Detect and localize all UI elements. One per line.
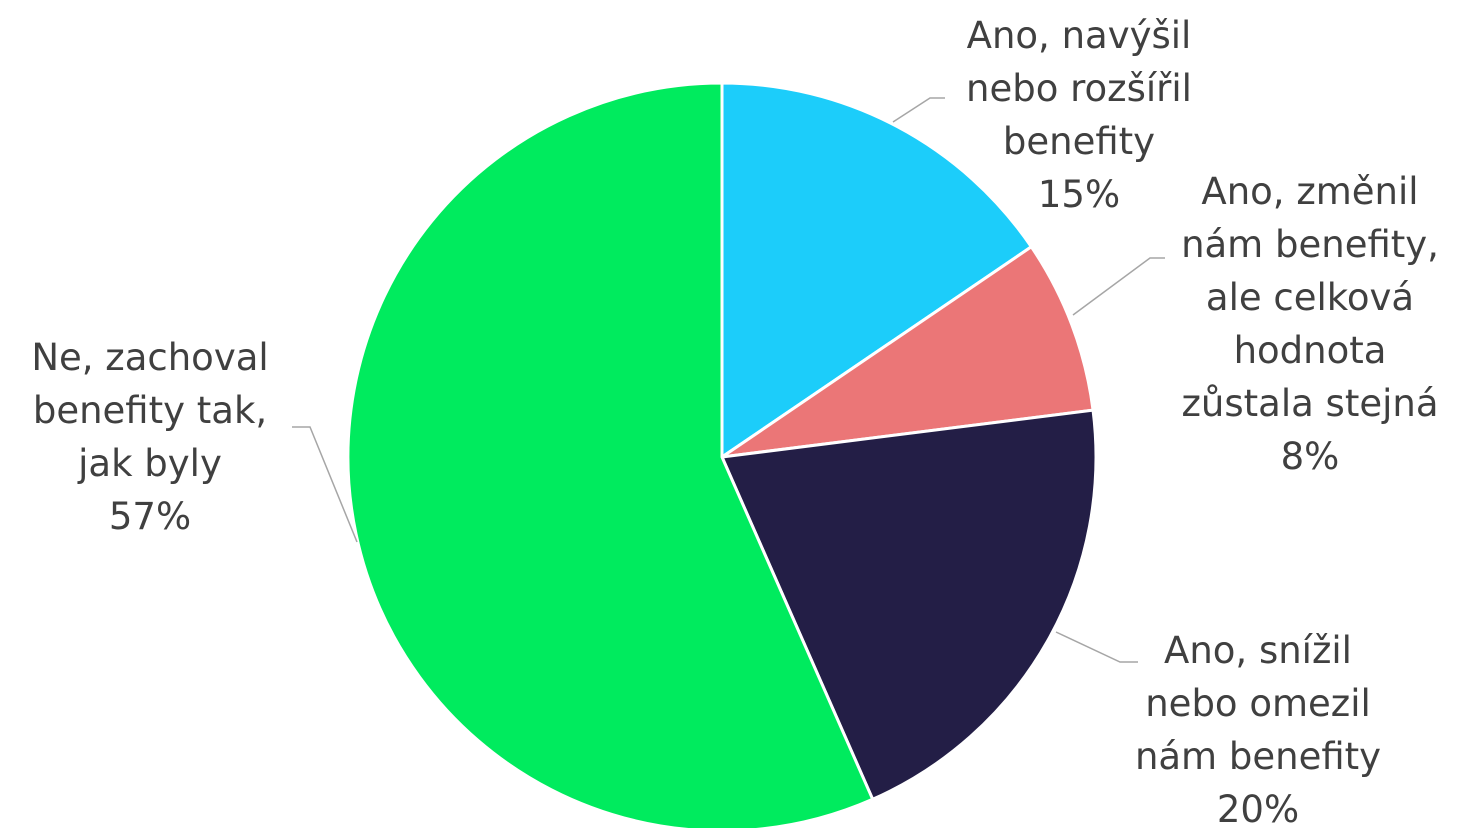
- slice-category-label-line: nebo rozšířil: [966, 67, 1192, 110]
- slice-category-label-line: benefity: [1003, 120, 1155, 163]
- slice-category-label-line: nám benefity: [1135, 735, 1381, 778]
- slice-label-0: Ano, navýšil nebo rozšířil benefity 15%: [966, 14, 1192, 216]
- slice-category-label-line: Ano, změnil: [1201, 170, 1418, 213]
- pie-slice-0: [720, 81, 1034, 460]
- slice-category-label-line: benefity tak,: [33, 389, 267, 432]
- slice-category-label-line: Ne, zachoval: [31, 336, 268, 379]
- slice-category-label-line: Ano, snížil: [1164, 629, 1352, 672]
- slice-label-3: Ne, zachoval benefity tak, jak byly 57%: [31, 336, 268, 538]
- slice-category-label-line: hodnota: [1234, 329, 1387, 372]
- slice-category-label-line: nebo omezil: [1145, 682, 1371, 725]
- slice-percent-label: 15%: [1038, 173, 1120, 216]
- slice-category-label-line: ale celková: [1206, 276, 1414, 319]
- slice-percent-label: 20%: [1217, 788, 1299, 828]
- leader-lines: [292, 97, 1165, 663]
- leader-line-3: [292, 426, 358, 543]
- slice-label-1: Ano, změnil nám benefity, ale celková hodno…: [1181, 170, 1439, 478]
- slice-category-label-line: nám benefity,: [1181, 223, 1439, 266]
- slice-category-label-line: zůstala stejná: [1182, 382, 1439, 425]
- pie-slice-3: [346, 81, 875, 828]
- pie-slice-1: [721, 244, 1095, 459]
- slice-category-label-line: Ano, navýšil: [967, 14, 1192, 57]
- slice-percent-label: 57%: [109, 495, 191, 538]
- leader-line-0: [892, 97, 945, 123]
- leader-line-1: [1072, 257, 1165, 316]
- slice-category-label-line: jak byly: [77, 442, 222, 485]
- pie-slice-2: [719, 408, 1098, 802]
- leader-line-2: [1055, 631, 1138, 663]
- pie-slices: [346, 81, 1098, 828]
- slice-label-2: Ano, snížil nebo omezil nám benefity 20%: [1135, 629, 1381, 828]
- slice-percent-label: 8%: [1281, 435, 1340, 478]
